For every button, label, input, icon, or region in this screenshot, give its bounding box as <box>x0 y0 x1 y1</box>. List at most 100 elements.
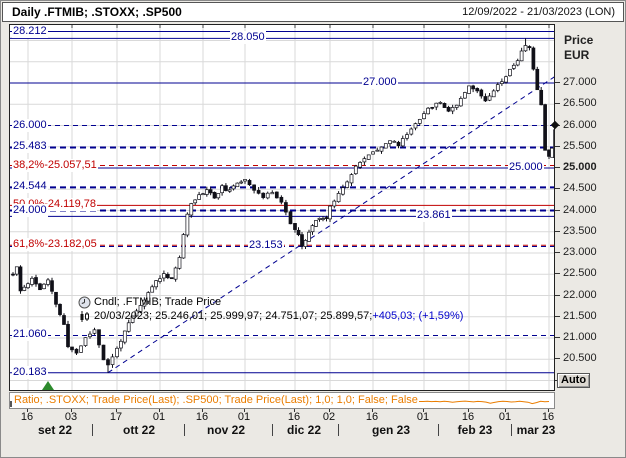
axis-tick-label: 21.500 <box>563 309 597 322</box>
axis-tick-dash <box>555 230 560 232</box>
price-level-label: 28.050 <box>230 31 266 45</box>
month-label: nov 22 <box>206 423 246 437</box>
candlestick-chart[interactable] <box>10 25 554 390</box>
month-separator <box>438 424 439 436</box>
time-tick-dash <box>372 409 373 412</box>
candle-icon <box>80 310 89 322</box>
axis-tick-label: 23.000 <box>563 246 597 258</box>
month-label: feb 23 <box>457 423 493 437</box>
price-level-label: 25.000 <box>508 161 544 174</box>
ratio-sparkline <box>419 400 550 405</box>
axis-tick-label: 22.500 <box>563 267 597 280</box>
axis-tick-label: 22.000 <box>563 288 597 301</box>
axis-tick-label: 26.500 <box>563 97 597 110</box>
month-separator <box>272 424 273 436</box>
time-tick-label: 03 <box>64 411 78 423</box>
price-level-label: 23.861 <box>416 209 452 223</box>
time-tick-dash <box>423 409 424 412</box>
price-axis[interactable]: Price EUR 27.000 26.500 26.000 25.500 25.000… <box>555 24 625 441</box>
month-separator <box>511 424 512 436</box>
month-axis: set 22 ott 22 nov 22 dic 22 gen 23 feb 23 mar … <box>1 422 625 439</box>
month-separator <box>184 424 185 436</box>
event-marker-triangle <box>42 381 54 390</box>
time-tick-dash <box>116 409 117 412</box>
price-level-label: 61,8%-23.182,05 <box>12 238 98 252</box>
time-tick-label: 16 <box>461 411 475 423</box>
month-separator <box>92 424 93 436</box>
axis-tick-dash <box>555 294 560 296</box>
axis-tick-label: 26.000 <box>563 118 597 131</box>
axis-tick-label: 20.500 <box>563 352 597 365</box>
time-tick-label: 01 <box>237 411 251 423</box>
time-tick-dash <box>505 409 506 412</box>
price-level-label: 27.000 <box>362 76 398 89</box>
time-tick-label: 16 <box>541 411 555 423</box>
price-level-label: 24.544 <box>12 180 48 194</box>
price-level-label: 21.060 <box>12 328 48 342</box>
ratio-panel[interactable]: Ratio; .STOXX; Trade Price(Last); .SP500… <box>9 392 555 409</box>
month-label: set 22 <box>37 423 73 437</box>
chart-title: Daily .FTMIB; .STOXX; .SP500 <box>12 5 182 19</box>
date-range: 12/09/2022 - 21/03/2023 (LON) <box>462 6 615 18</box>
month-label: dic 22 <box>286 423 322 437</box>
time-tick-label: 17 <box>109 411 123 423</box>
legend-ohlc: 20/03/2023; 25.246,01; 25.999,97; 24.751… <box>94 310 373 322</box>
time-tick-label: 16 <box>365 411 379 423</box>
axis-tick-label: 23.500 <box>563 224 597 237</box>
axis-tick-label: 24.500 <box>563 182 597 195</box>
time-axis[interactable]: 16 03 17 01 16 01 16 02 16 01 16 01 16 <box>1 409 625 423</box>
axis-tick-dash <box>555 82 560 83</box>
month-label: mar 23 <box>516 423 556 437</box>
price-level-label: 26.000 <box>12 118 48 132</box>
time-tick-dash <box>548 409 549 412</box>
time-tick-dash <box>294 409 295 412</box>
time-tick-label: 16 <box>20 411 34 423</box>
time-tick-dash <box>468 409 469 412</box>
time-tick-label: 16 <box>195 411 209 423</box>
axis-tick-dash <box>555 145 560 147</box>
time-tick-label: 02 <box>322 411 336 423</box>
price-level-label: 38,2%-25.057,51 <box>12 158 98 172</box>
month-label: gen 23 <box>371 423 411 437</box>
axis-header: Price EUR <box>564 33 593 63</box>
chart-legend: Cndl; .FTMIB; Trade Price 20/03/2023; 25… <box>78 295 463 323</box>
time-tick-dash <box>329 409 330 412</box>
price-level-label: 25.483 <box>12 140 48 154</box>
month-label: ott 22 <box>122 423 156 437</box>
price-level-label: 20.183 <box>12 365 48 379</box>
price-level-label: 24.000 <box>12 203 48 217</box>
time-tick-label: 16 <box>287 411 301 423</box>
axis-tick-dash <box>555 167 560 168</box>
legend-series: Cndl; .FTMIB; Trade Price <box>94 296 222 308</box>
axis-tick-label: 24.000 <box>563 203 597 216</box>
axis-tick-label: 25.000 <box>563 161 597 173</box>
axis-unit-label: EUR <box>564 48 590 62</box>
candlesticks <box>11 38 554 373</box>
price-level-label: 23.153 <box>248 239 284 253</box>
time-tick-dash <box>159 409 160 412</box>
axis-tick-dash <box>555 337 560 338</box>
price-chart-panel[interactable]: 28.212 28.050 27.000 26.000 25.483 38,2%-25.0… <box>9 24 555 391</box>
axis-tick-label: 25.500 <box>563 139 597 152</box>
clock-icon <box>78 296 91 308</box>
axis-price-label: Price <box>564 33 594 47</box>
axis-tick-dash <box>555 209 560 211</box>
price-level-label: 28.212 <box>12 24 48 38</box>
legend-change: +405,03; (+1,59%) <box>372 310 464 322</box>
time-tick-dash <box>71 409 72 412</box>
axis-tick-dash <box>555 315 560 317</box>
time-tick-label: 01 <box>152 411 166 423</box>
time-tick-dash <box>244 409 245 412</box>
chart-titlebar: Daily .FTMIB; .STOXX; .SP500 12/09/2022 … <box>2 2 624 22</box>
axis-tick-dash <box>555 103 560 105</box>
axis-tick-label: 21.000 <box>563 331 597 343</box>
axis-tick-dash <box>555 252 560 253</box>
auto-scale-button[interactable]: Auto <box>557 372 591 388</box>
month-separator <box>338 424 339 436</box>
axis-tick-label: 27.000 <box>563 76 597 88</box>
time-tick-label: 01 <box>416 411 430 423</box>
time-tick-label: 01 <box>498 411 512 423</box>
time-tick-dash <box>27 409 28 412</box>
panel-handle <box>10 401 12 407</box>
time-tick-dash <box>202 409 203 412</box>
